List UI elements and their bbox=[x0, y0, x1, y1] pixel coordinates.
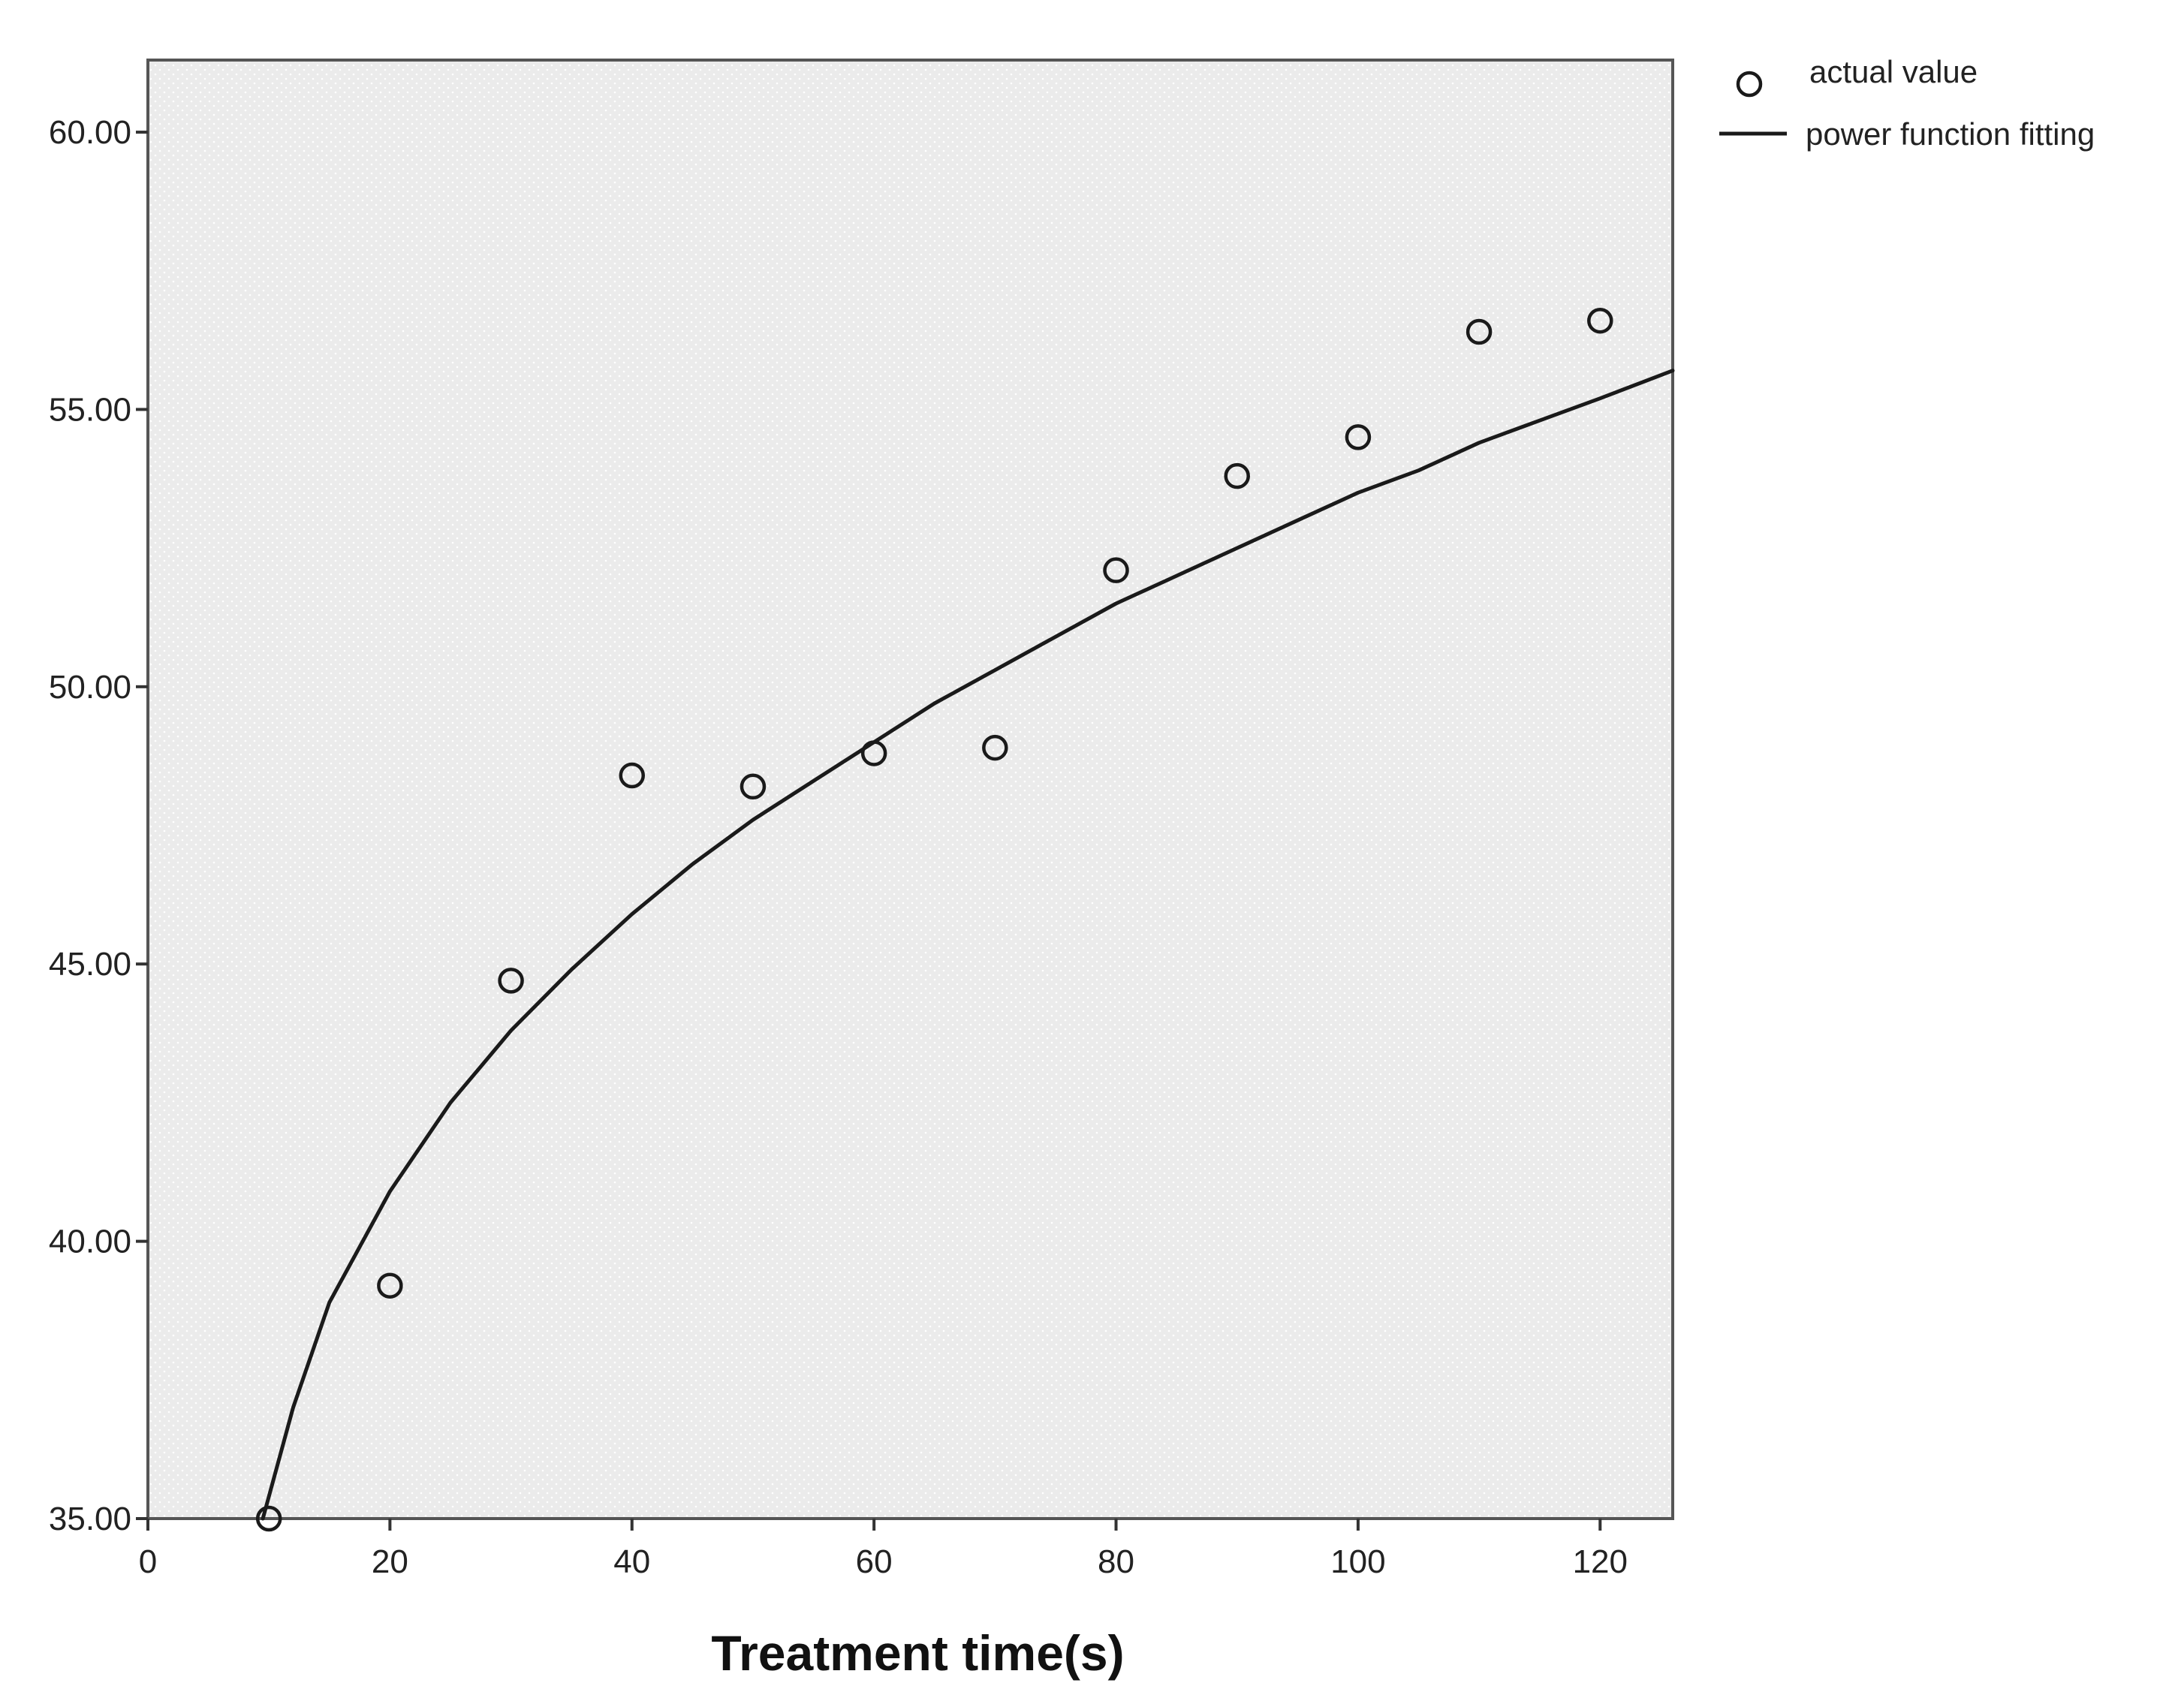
y-tick-label: 50.00 bbox=[49, 669, 131, 706]
legend-label-actual-value: actual value bbox=[1809, 54, 1978, 89]
x-tick-label: 120 bbox=[1573, 1543, 1628, 1580]
y-tick-label: 35.00 bbox=[49, 1501, 131, 1537]
x-tick-label: 60 bbox=[856, 1543, 893, 1580]
y-tick-label: 60.00 bbox=[49, 114, 131, 151]
data-point bbox=[1466, 318, 1493, 345]
x-tick-label: 20 bbox=[372, 1543, 408, 1580]
data-point bbox=[860, 740, 887, 766]
y-tick-label: 45.00 bbox=[49, 946, 131, 983]
data-point bbox=[1345, 424, 1372, 450]
x-tick-label: 0 bbox=[139, 1543, 157, 1580]
y-tick-label: 40.00 bbox=[49, 1224, 131, 1260]
x-tick-label: 40 bbox=[613, 1543, 650, 1580]
data-point bbox=[1224, 462, 1250, 489]
data-point bbox=[377, 1272, 403, 1299]
x-axis-title: Treatment time(s) bbox=[711, 1625, 1124, 1681]
data-point bbox=[255, 1505, 282, 1532]
data-point bbox=[619, 762, 646, 789]
data-point bbox=[1587, 307, 1613, 334]
plot-area bbox=[146, 59, 1674, 1520]
data-point bbox=[982, 734, 1008, 761]
legend-marker-circle bbox=[1736, 71, 1763, 98]
fit-curve bbox=[261, 369, 1675, 1521]
data-point bbox=[1103, 557, 1129, 583]
y-tick-label: 55.00 bbox=[49, 391, 131, 428]
x-tick-label: 80 bbox=[1098, 1543, 1134, 1580]
data-point bbox=[498, 968, 524, 994]
legend-label-power-function-fitting: power function fitting bbox=[1806, 116, 2095, 152]
data-point bbox=[740, 773, 767, 800]
x-tick-label: 100 bbox=[1330, 1543, 1385, 1580]
